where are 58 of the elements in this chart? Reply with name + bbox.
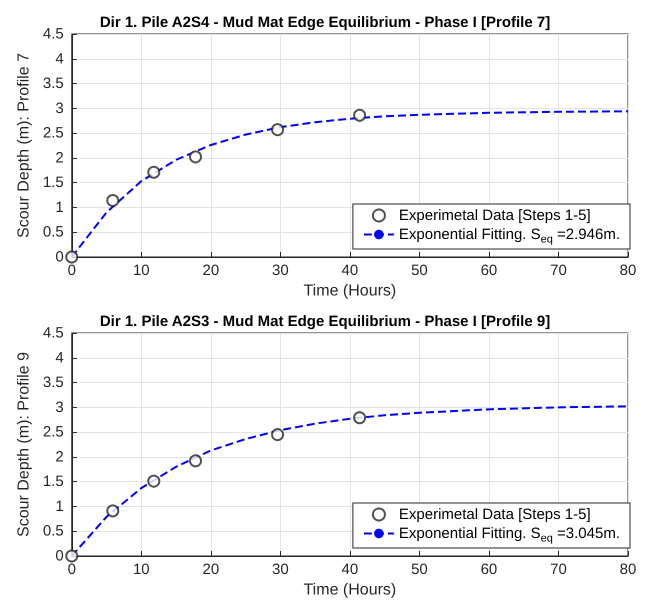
x-tick-label: 50	[411, 561, 428, 578]
point	[353, 411, 366, 424]
x-tick-label: 10	[132, 262, 150, 279]
y-tick-label: 1	[55, 498, 64, 515]
y-tick-label: 3	[55, 398, 64, 416]
x-axis-title: Time (Hours)	[304, 582, 396, 598]
y-tick-label: 0	[55, 548, 64, 564]
x-tick-label: 50	[411, 262, 428, 279]
y-tick-label: 2.5	[42, 424, 64, 441]
y-axis-title: Scour Depth (m): Profile 9	[16, 352, 32, 537]
point	[147, 474, 160, 488]
x-tick-label: 60	[480, 262, 498, 279]
y-tick-label: 4.5	[42, 324, 64, 342]
y-tick-label: 0.5	[42, 522, 64, 540]
legend-label: Experimetal Data [Steps 1-5]	[398, 506, 591, 523]
point	[106, 194, 120, 208]
y-tick-label: 3.5	[42, 374, 64, 392]
y-tick-label: 3	[55, 100, 64, 117]
point	[189, 454, 202, 468]
point	[271, 123, 284, 136]
y-tick-label: 1.5	[42, 473, 64, 490]
x-tick-label: 20	[202, 262, 220, 279]
x-tick-label: 60	[480, 561, 498, 578]
point	[353, 108, 366, 122]
point	[65, 250, 78, 264]
x-tick-label: 80	[620, 262, 636, 279]
point	[147, 166, 160, 179]
x-tick-label: 0	[68, 561, 76, 578]
point	[189, 150, 202, 164]
y-tick-label: 4	[55, 50, 64, 68]
point	[271, 428, 284, 442]
x-tick-label: 30	[272, 561, 289, 578]
y-tick-label: 4.5	[42, 26, 64, 42]
chart-title: Dir 1. Pile A2S4 - Mud Mat Edge Equilibrium - Phase I [Profile 7]	[100, 14, 550, 31]
y-tick-label: 1.5	[42, 174, 64, 192]
x-tick-label: 40	[342, 561, 358, 578]
y-tick-label: 2	[55, 149, 64, 166]
x-tick-label: 40	[342, 262, 358, 279]
y-tick-label: 4	[55, 349, 64, 366]
y-tick-label: 2.5	[42, 124, 64, 142]
y-tick-label: 0.5	[42, 224, 64, 241]
y-tick-label: 0	[55, 248, 64, 266]
y-tick-label: 1	[55, 198, 64, 216]
x-tick-label: 70	[550, 262, 567, 279]
x-tick-label: 10	[132, 561, 150, 578]
point	[65, 550, 78, 562]
y-tick-label: 3.5	[42, 75, 64, 92]
x-tick-label: 20	[202, 561, 220, 578]
x-tick-label: 80	[620, 561, 636, 578]
point	[106, 504, 120, 518]
y-tick-label: 2	[55, 448, 64, 466]
x-axis-title: Time (Hours)	[304, 282, 396, 300]
x-tick-label: 30	[272, 262, 289, 279]
y-axis-title: Scour Depth (m): Profile 7	[16, 52, 32, 238]
x-tick-label: 0	[68, 262, 76, 279]
legend-label: Experimetal Data [Steps 1-5]	[398, 207, 591, 224]
chart-title: Dir 1. Pile A2S3 - Mud Mat Edge Equilibrium - Phase I [Profile 9]	[100, 313, 550, 330]
x-tick-label: 70	[550, 561, 567, 578]
